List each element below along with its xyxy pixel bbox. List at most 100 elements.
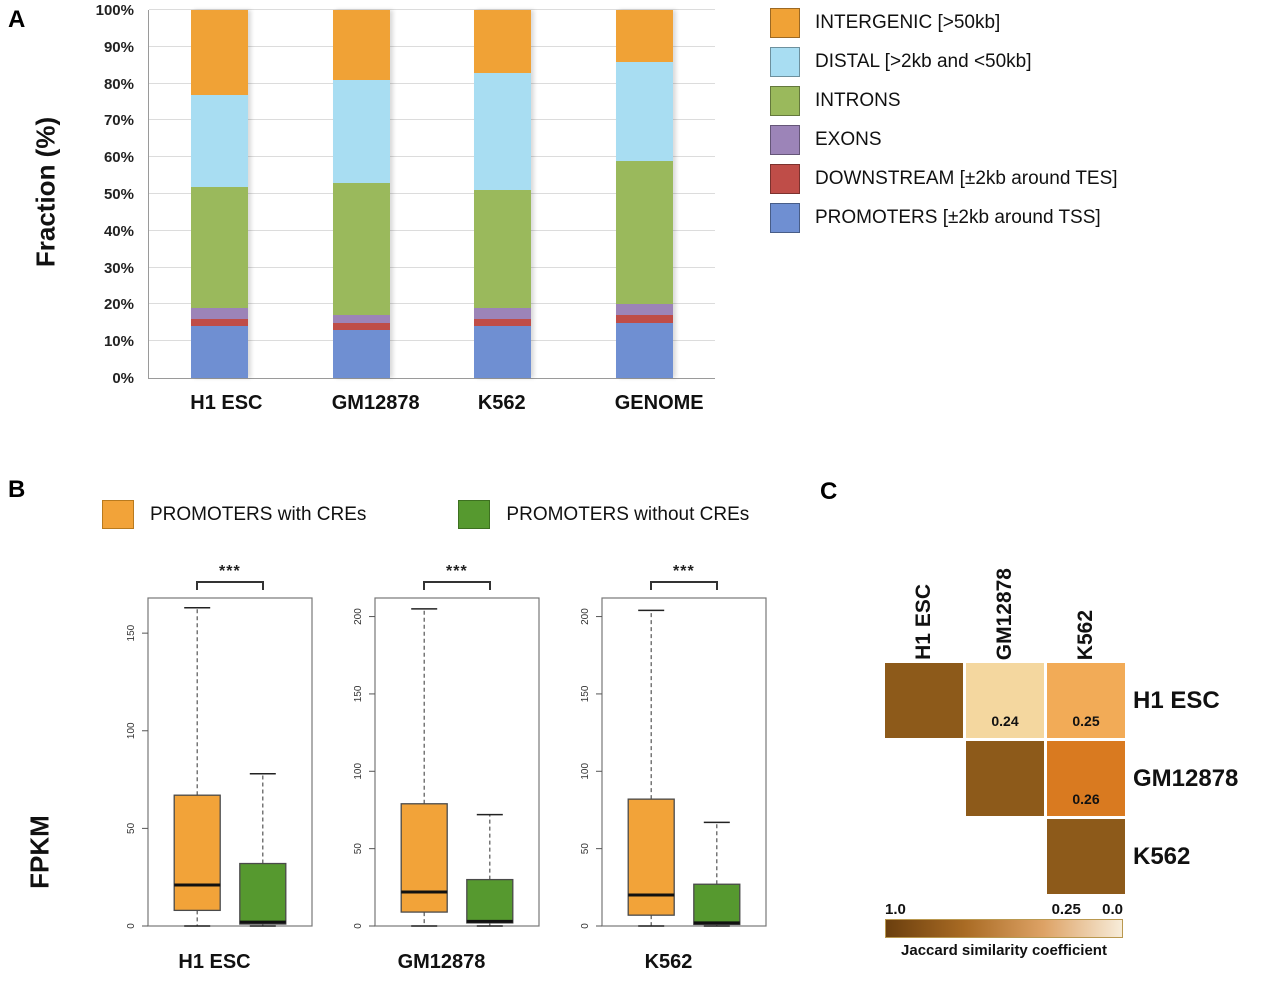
legend-item: PROMOTERS without CREs: [458, 500, 749, 529]
heatmap-cell: 0.24: [966, 663, 1044, 738]
svg-text:100: 100: [580, 763, 591, 780]
gridline: [149, 156, 715, 158]
legend-swatch: [102, 500, 134, 529]
significance-bracket: ***: [339, 556, 544, 590]
legend-swatch: [770, 164, 800, 194]
legend-swatch: [458, 500, 491, 529]
legend-label: PROMOTERS [±2kb around TSS]: [815, 207, 1101, 228]
legend-label: PROMOTERS with CREs: [150, 503, 367, 525]
bar-segment: [332, 10, 390, 80]
heatmap-row-label: K562: [1133, 842, 1191, 870]
panel-b-legend: PROMOTERS with CREs PROMOTERS without CRE…: [102, 500, 749, 529]
significance-stars: ***: [446, 563, 468, 580]
significance-line: [423, 581, 491, 590]
bar-segment: [332, 322, 390, 331]
heatmap-column-labels: H1 ESC GM12878 K562: [885, 476, 1125, 660]
legend-swatch: [770, 125, 800, 155]
y-tick-label: 90%: [103, 38, 134, 56]
bar-segment: [474, 72, 532, 191]
legend-item: DISTAL [>2kb and <50kb]: [770, 47, 1118, 77]
heatmap-cell: [966, 819, 1044, 894]
colorbar-label-min: 0.0: [1102, 901, 1123, 918]
category-label: K562: [477, 392, 526, 414]
heatmap-row-labels: H1 ESC GM12878 K562: [1133, 663, 1238, 894]
panel-a-category-labels: H1 ESC GM12878 K562 GENOME: [148, 392, 714, 415]
heatmap-row-label: GM12878: [1133, 764, 1239, 792]
significance-stars: ***: [219, 563, 241, 580]
gridline: [149, 9, 715, 10]
significance-line: [650, 581, 718, 590]
gridline: [149, 45, 715, 47]
colorbar-label-mid: 0.25: [1051, 901, 1081, 918]
svg-text:100: 100: [353, 763, 364, 780]
panel-a-label: A: [8, 6, 26, 33]
svg-text:150: 150: [580, 685, 591, 702]
bar-segment: [332, 79, 390, 183]
gridline: [149, 303, 715, 305]
bar-segment: [474, 308, 532, 320]
svg-text:200: 200: [353, 608, 364, 625]
legend-item: INTRONS: [770, 86, 1118, 116]
y-tick-label: 0%: [112, 370, 134, 387]
svg-text:100: 100: [126, 722, 137, 739]
category-label: GM12878: [331, 392, 420, 414]
bar-segment: [474, 326, 532, 378]
gridline: [149, 266, 715, 268]
y-tick-label: 60%: [103, 149, 134, 167]
legend-label: DISTAL [>2kb and <50kb]: [815, 51, 1032, 72]
panel-b-y-axis-title: FPKM: [24, 815, 55, 889]
legend-item: DOWNSTREAM [±2kb around TES]: [770, 164, 1118, 194]
gridline: [149, 193, 715, 194]
bar-segment: [191, 319, 249, 327]
boxplot-svg: 0 50 100 150 200: [353, 597, 540, 929]
gridline: [149, 82, 715, 84]
y-tick-label: 50%: [103, 186, 134, 203]
svg-text:50: 50: [580, 843, 591, 855]
boxplot-group: *** 0 50 100 150 200 GM12878: [339, 556, 544, 974]
panel-a-legend: INTERGENIC [>50kb] DISTAL [>2kb and <50kb…: [770, 8, 1118, 242]
heatmap-cell: [966, 741, 1044, 816]
colorbar-label-max: 1.0: [885, 901, 906, 918]
heatmap-column-label: GM12878: [993, 567, 1016, 660]
bar-segment: [332, 330, 390, 378]
category-label: GENOME: [614, 392, 704, 414]
colorbar-caption: Jaccard similarity coefficient: [901, 942, 1107, 959]
y-tick-label: 10%: [103, 333, 134, 351]
heatmap-row-label: H1 ESC: [1133, 686, 1220, 714]
boxplot-category-label: H1 ESC: [178, 951, 251, 973]
significance-bracket: ***: [566, 556, 771, 590]
legend-swatch: [770, 86, 800, 116]
heatmap-cell: [885, 741, 963, 816]
stacked-bar: [191, 10, 249, 378]
bar-segment: [474, 319, 532, 327]
legend-label: DOWNSTREAM [±2kb around TES]: [815, 168, 1118, 189]
legend-item: EXONS: [770, 125, 1118, 155]
svg-text:50: 50: [126, 822, 137, 834]
boxplot-svg: 0 50 100 150: [126, 597, 313, 929]
heatmap-cell-value: 0.26: [1072, 791, 1100, 807]
heatmap-cell: [885, 663, 963, 738]
bar-segment: [191, 186, 249, 309]
gridline: [149, 229, 715, 231]
legend-label: PROMOTERS without CREs: [506, 503, 750, 525]
boxplot-category-label: K562: [644, 951, 693, 973]
y-tick-label: 40%: [103, 222, 134, 240]
bar-segment: [615, 160, 673, 305]
bar-segment: [191, 326, 249, 378]
gridline: [149, 119, 715, 121]
panel-a-y-tick-labels: 0% 10% 20% 30% 40% 50% 60% 70% 80% 90% 100%: [88, 2, 140, 387]
bar-segment: [474, 190, 532, 309]
stacked-bar: [615, 10, 673, 378]
boxplot-group: *** 0 50 100 150 H1 ESC: [112, 556, 317, 974]
legend-item: PROMOTERS [±2kb around TSS]: [770, 203, 1118, 233]
bar-segment: [474, 10, 532, 73]
legend-item: PROMOTERS with CREs: [102, 500, 366, 529]
significance-line: [196, 581, 264, 590]
heatmap-column-label: H1 ESC: [912, 584, 935, 660]
svg-text:0: 0: [580, 923, 591, 929]
heatmap-cell: 0.25: [1047, 663, 1125, 738]
legend-swatch: [770, 47, 800, 77]
colorbar-gradient: [885, 919, 1123, 938]
heatmap-column-label: K562: [1074, 609, 1097, 660]
colorbar-tick-labels: 1.0 0.25 0.0: [885, 901, 1123, 919]
